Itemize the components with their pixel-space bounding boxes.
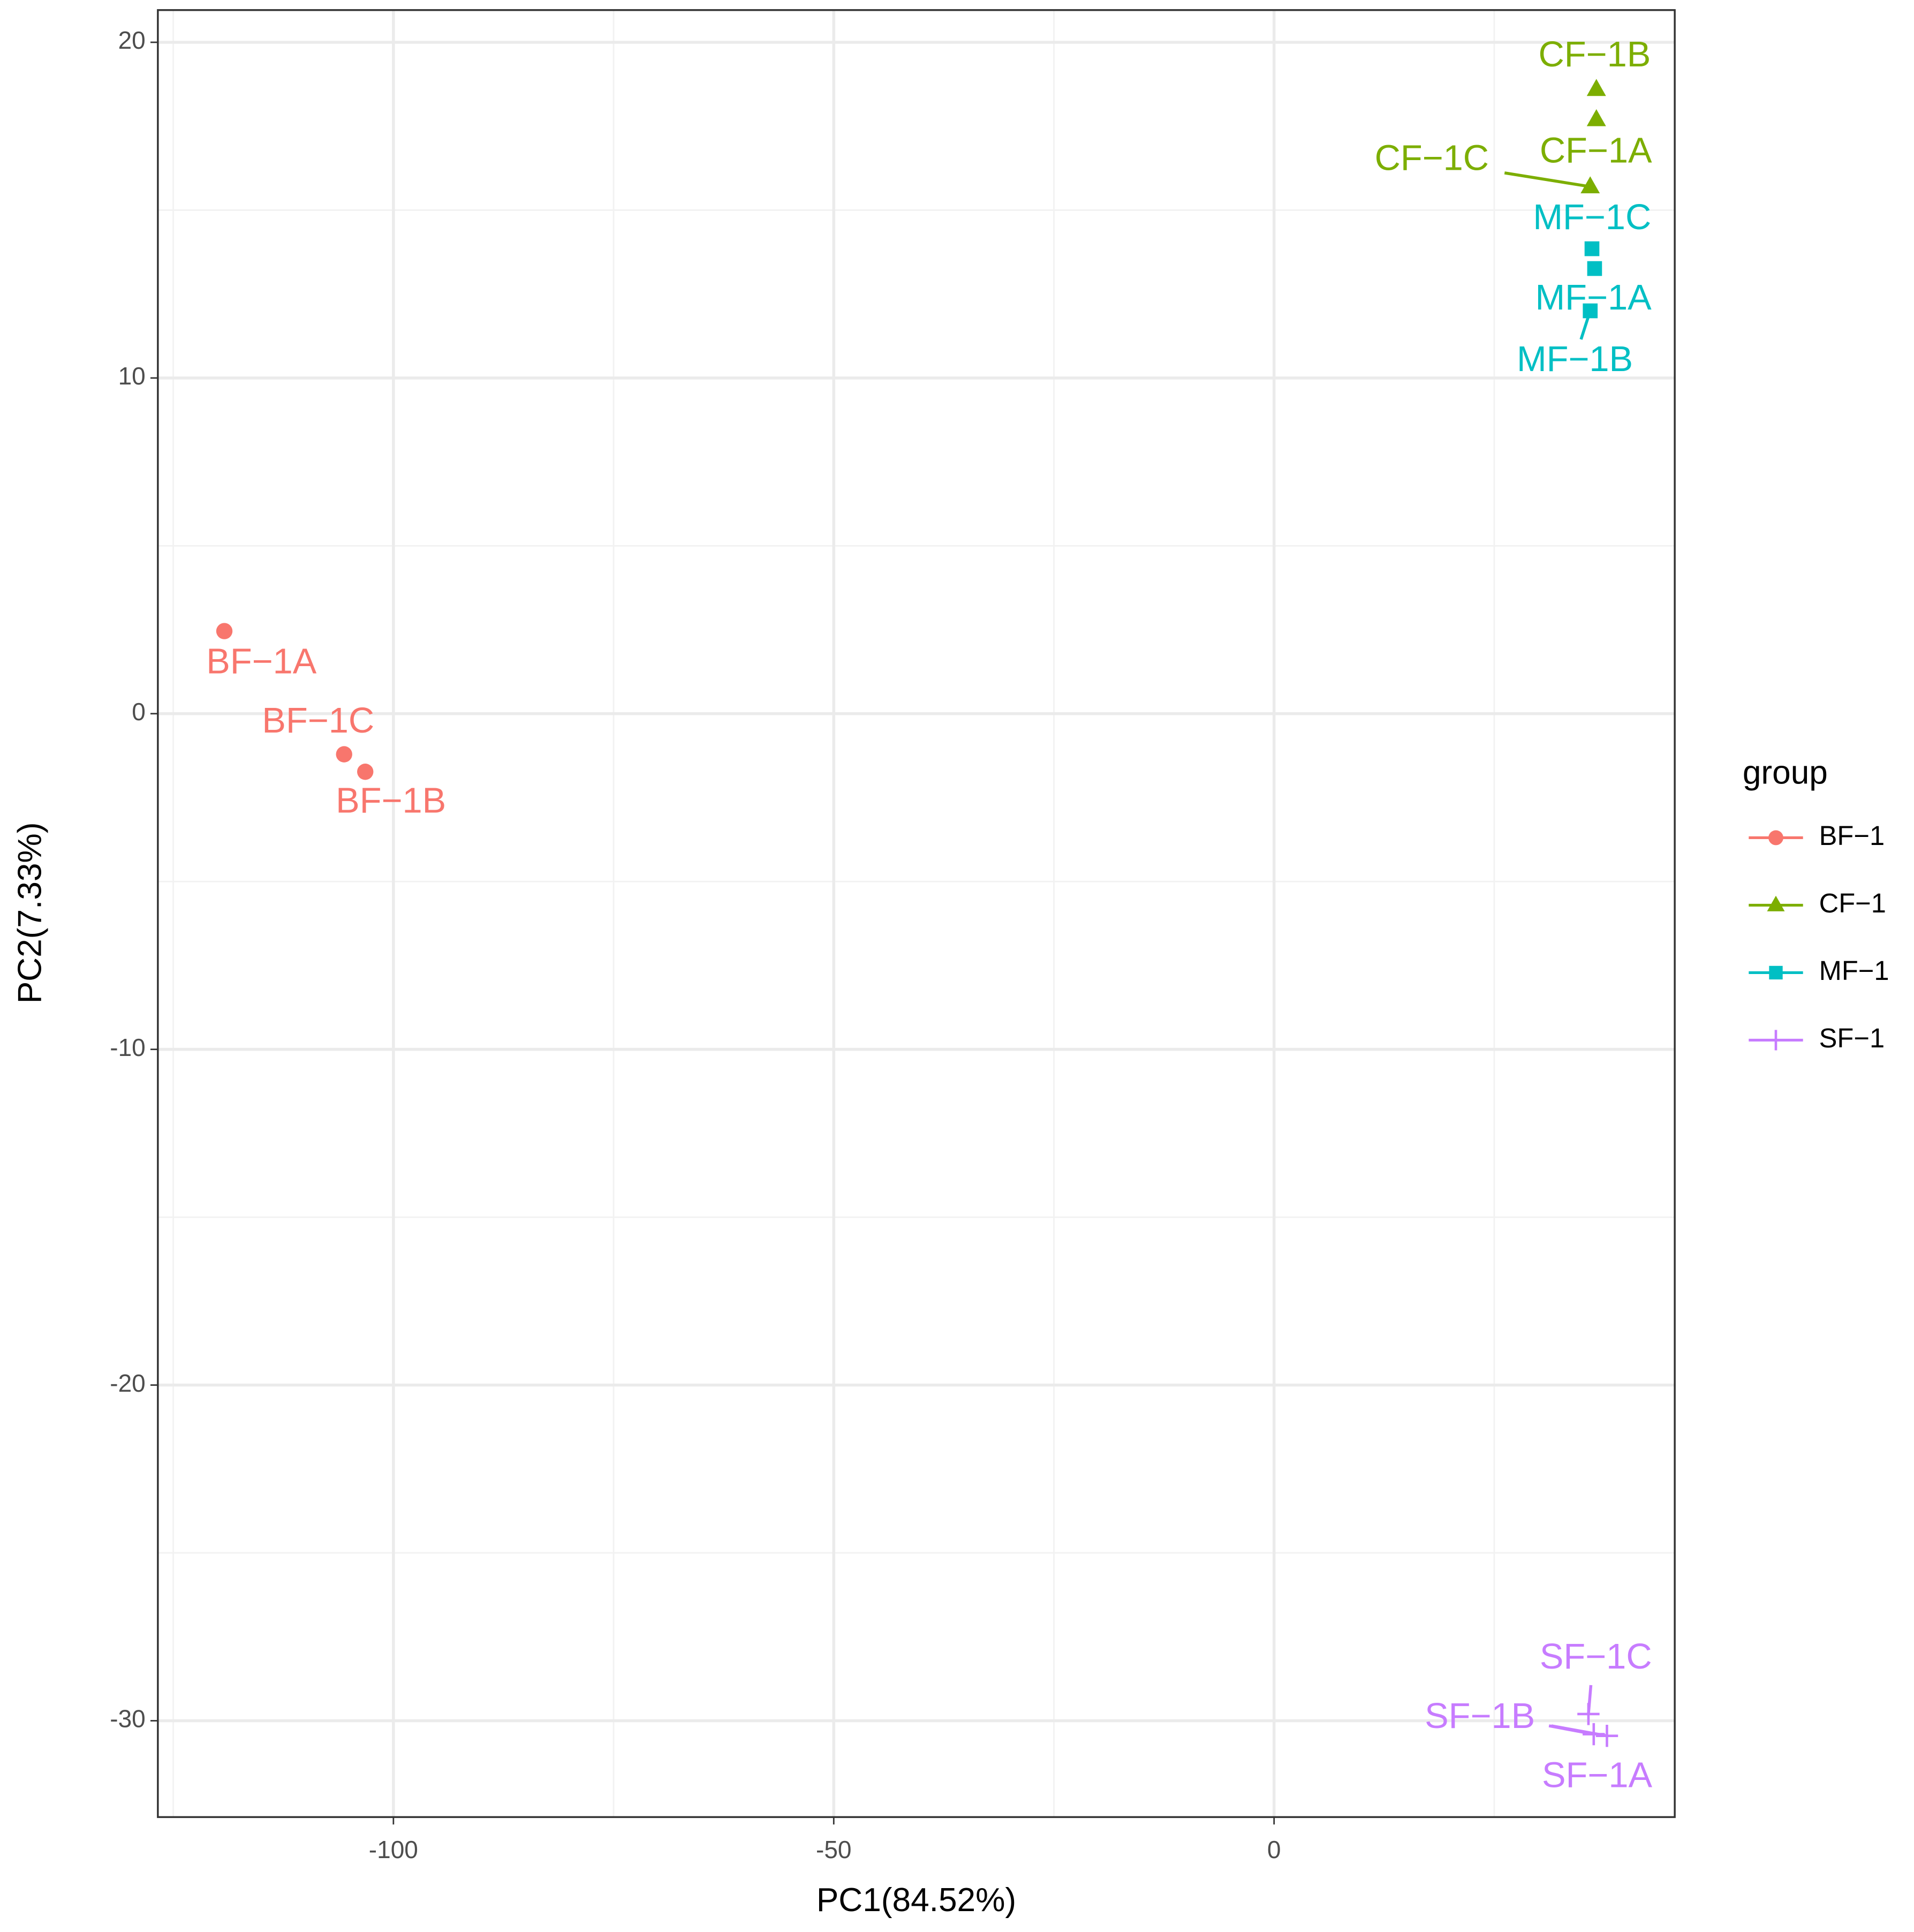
legend-item: MF−1 — [1749, 955, 1889, 986]
point-label: CF−1C — [1375, 138, 1489, 178]
series: CF−1B CF−1A CF−1C — [1375, 35, 1652, 193]
point — [1577, 1703, 1600, 1725]
point-label: MF−1C — [1533, 198, 1651, 237]
x-axis-title: PC1(84.52%) — [816, 1882, 1016, 1919]
point-label: BF−1A — [206, 642, 317, 681]
point — [1580, 176, 1600, 193]
point-label: CF−1B — [1539, 35, 1651, 74]
legend-item: SF−1 — [1749, 1023, 1885, 1053]
y-tick-label: -10 — [110, 1033, 146, 1061]
legend-label: MF−1 — [1819, 955, 1889, 986]
point — [1595, 1724, 1618, 1747]
point — [1584, 241, 1600, 256]
point — [1586, 109, 1606, 126]
point — [1586, 79, 1606, 96]
legend-marker — [1766, 1030, 1787, 1051]
point-label: CF−1A — [1540, 131, 1652, 171]
point-label: SF−1A — [1542, 1755, 1653, 1795]
label-leader — [1551, 1724, 1607, 1738]
y-tick-label: -20 — [110, 1369, 146, 1397]
legend-label: SF−1 — [1819, 1023, 1885, 1053]
series: BF−1A BF−1C BF−1B — [206, 623, 446, 821]
point-label: BF−1C — [262, 701, 374, 741]
y-tick-label: 20 — [118, 26, 146, 54]
x-tick-label: -50 — [816, 1836, 852, 1863]
point — [1583, 303, 1598, 319]
legend-marker — [1768, 830, 1783, 846]
x-tick-label: 0 — [1267, 1836, 1281, 1863]
legend-marker — [1767, 895, 1785, 911]
legend-label: BF−1 — [1819, 820, 1885, 851]
point-label: SF−1B — [1425, 1696, 1535, 1736]
label-leader — [1504, 171, 1591, 188]
y-tick-label: 10 — [118, 362, 146, 390]
y-tick-label: -30 — [110, 1705, 146, 1733]
point — [216, 623, 233, 639]
y-tick-label: 0 — [132, 698, 146, 726]
y-axis-title: PC2(7.33%) — [11, 822, 48, 1004]
point — [336, 746, 352, 763]
point — [1587, 261, 1602, 276]
legend-marker — [1769, 965, 1783, 980]
legend-label: CF−1 — [1819, 888, 1886, 918]
legend-title: group — [1743, 754, 1828, 791]
x-tick-label: -100 — [369, 1836, 418, 1863]
point — [357, 764, 374, 780]
plot-border — [157, 9, 1676, 1818]
legend-item: CF−1 — [1749, 888, 1886, 918]
point-label: SF−1C — [1540, 1637, 1652, 1677]
point-label: BF−1B — [336, 781, 446, 821]
point-label: MF−1B — [1517, 339, 1633, 379]
legend-item: BF−1 — [1749, 820, 1885, 851]
grid — [157, 10, 1675, 1817]
